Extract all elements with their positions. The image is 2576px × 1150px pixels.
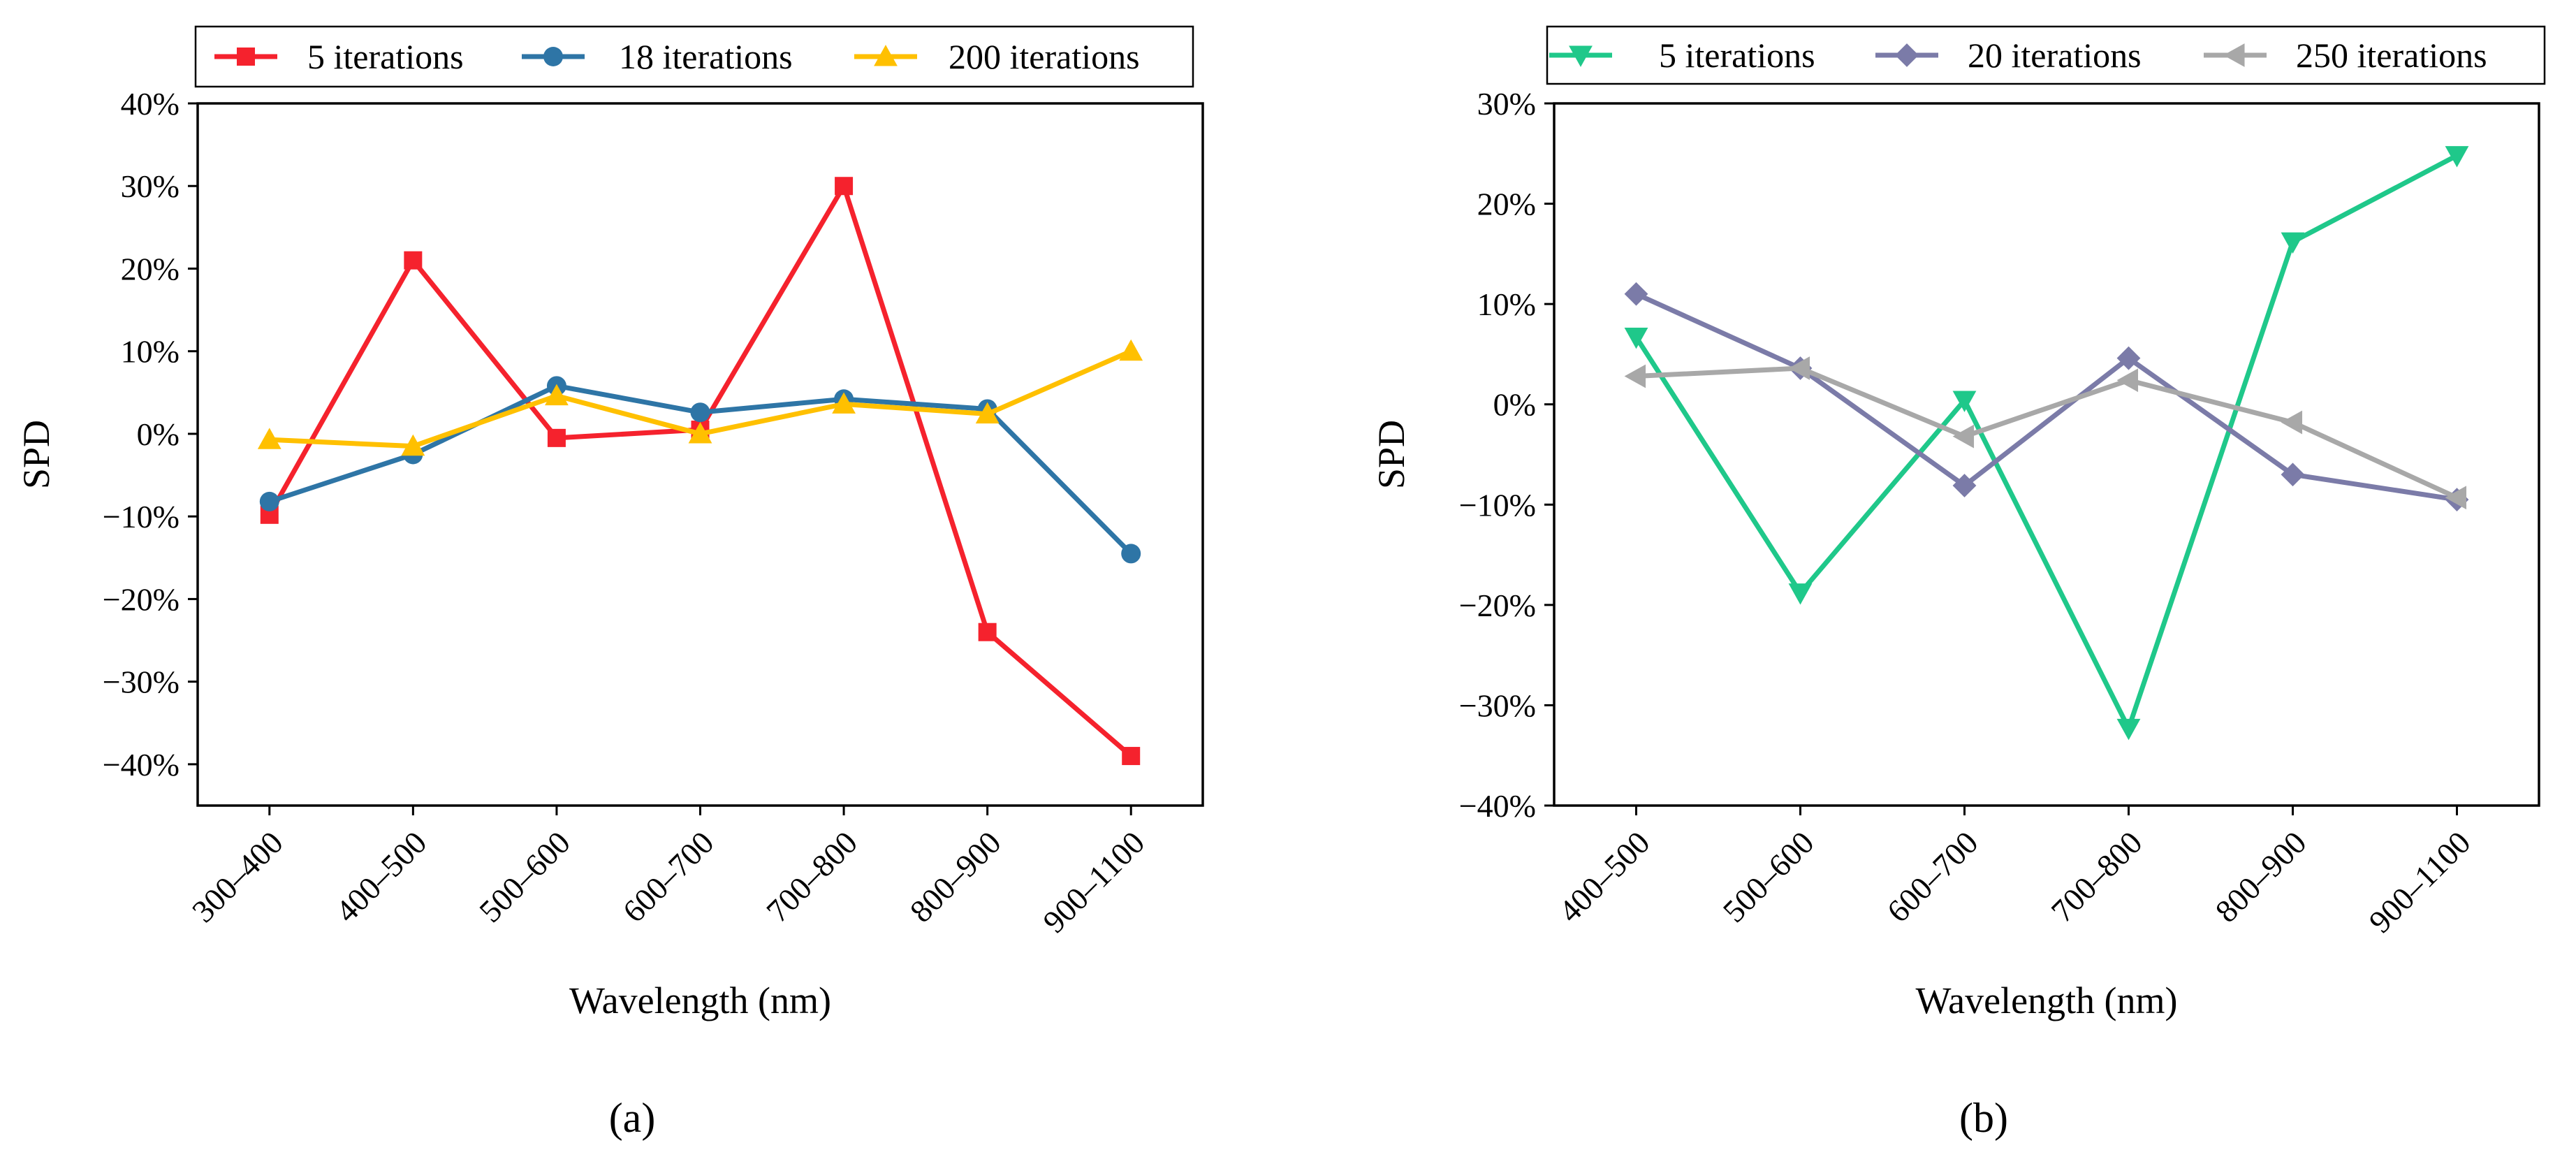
data-point	[2445, 146, 2469, 168]
data-point	[259, 491, 279, 511]
y-tick-label: −10%	[1459, 487, 1536, 523]
x-axis-title: Wavelength (nm)	[1915, 980, 2177, 1021]
series-5-iterations	[260, 177, 1141, 766]
data-point	[1121, 544, 1141, 564]
data-point	[257, 428, 281, 449]
legend-box	[194, 25, 1194, 88]
x-tick-label: 400–500	[329, 824, 434, 929]
legend: 5 iterations 20 iterations 250 iterations	[1546, 25, 2546, 85]
y-tick-label: 10%	[121, 334, 180, 370]
y-tick-label: −20%	[103, 581, 180, 617]
legend-marker	[874, 45, 898, 66]
panel-label: (a)	[609, 1095, 656, 1141]
y-tick-label: −30%	[103, 664, 180, 700]
legend-marker	[237, 48, 255, 66]
data-point	[1952, 474, 1977, 497]
data-point	[545, 384, 569, 406]
y-tick-label: 0%	[137, 416, 180, 452]
data-point	[404, 251, 423, 270]
y-tick-label: 30%	[121, 168, 180, 204]
x-tick-label: 900–1100	[1036, 824, 1151, 940]
legend-label: 5 iterations	[1659, 36, 1815, 75]
x-tick-label: 800–900	[2209, 824, 2313, 929]
data-point	[978, 623, 997, 641]
data-point	[1788, 356, 1810, 380]
data-point	[690, 402, 710, 423]
series-200-iterations	[257, 339, 1143, 456]
series-line	[267, 183, 1133, 758]
y-tick-label: 0%	[1493, 387, 1536, 423]
data-point	[2116, 718, 2141, 741]
chart-panel-b: −40% −30% −20% −10% 0% 10% 20% 30% 400–500 500–60…	[1370, 25, 2546, 1141]
x-tick-label: 400–500	[1552, 824, 1657, 929]
legend-label: 18 iterations	[619, 37, 793, 76]
series-line	[1634, 153, 2459, 731]
x-tick-label: 700–800	[2044, 824, 2149, 929]
data-point	[401, 434, 425, 456]
x-tick-label: 500–600	[472, 824, 577, 929]
y-tick-label: −10%	[103, 499, 180, 534]
x-tick-label: 700–800	[759, 824, 864, 929]
data-point	[1624, 328, 1648, 349]
legend-marker	[2223, 43, 2245, 67]
data-point	[2281, 232, 2305, 254]
plot-frame	[1553, 102, 2540, 807]
legend-label: 200 iterations	[949, 37, 1140, 76]
data-point	[2281, 410, 2303, 435]
data-point	[1119, 339, 1143, 361]
legend: 5 iterations 18 iterations 200 iterations	[194, 25, 1194, 88]
x-tick-label: 600–700	[616, 824, 721, 929]
x-tick-label: 900–1100	[2362, 824, 2478, 940]
series-5-iterations	[1624, 146, 2469, 741]
legend-box	[1546, 25, 2546, 85]
data-point	[1952, 391, 1977, 412]
y-tick-label: 10%	[1477, 286, 1536, 322]
y-axis-title: SPD	[1370, 420, 1412, 489]
x-tick-label: 500–600	[1716, 824, 1821, 929]
y-tick-label: −20%	[1459, 588, 1536, 623]
series-line	[1635, 291, 2458, 502]
x-tick-label: 600–700	[1880, 824, 1985, 929]
data-point	[2116, 368, 2139, 393]
plot-frame	[196, 102, 1204, 807]
y-tick-label: 40%	[121, 86, 180, 122]
y-tick-label: −40%	[1459, 788, 1536, 824]
legend-label: 250 iterations	[2296, 36, 2487, 75]
data-point	[688, 422, 712, 444]
y-tick-label: 30%	[1477, 86, 1536, 122]
panel-label: (b)	[1959, 1095, 2008, 1141]
legend-marker	[543, 47, 563, 66]
data-point	[547, 428, 566, 447]
data-point	[1952, 424, 1975, 449]
y-tick-label: 20%	[121, 251, 180, 286]
y-axis-title: SPD	[15, 420, 57, 489]
legend-label: 20 iterations	[1968, 36, 2142, 75]
y-tick-label: 20%	[1477, 187, 1536, 222]
x-tick-label: 300–400	[185, 824, 290, 929]
data-point	[1624, 282, 1648, 306]
data-point	[2445, 486, 2467, 510]
legend-marker	[1569, 45, 1593, 67]
x-axis-title: Wavelength (nm)	[569, 980, 831, 1021]
data-point	[1122, 747, 1141, 766]
data-point	[2281, 463, 2305, 487]
data-point	[2116, 346, 2141, 370]
data-point	[975, 402, 1000, 424]
data-point	[1624, 364, 1646, 388]
y-tick-label: −30%	[1459, 687, 1536, 723]
data-point	[835, 177, 854, 196]
legend-marker	[1895, 43, 1919, 67]
series-20-iterations	[1624, 282, 2469, 512]
series-line	[1636, 365, 2458, 500]
y-tick-label: −40%	[103, 747, 180, 783]
data-point	[832, 392, 856, 414]
chart-panel-a: −40% −30% −20% −10% 0% 10% 20% 30% 40% 300–400 400…	[15, 25, 1204, 1141]
legend-label: 5 iterations	[307, 37, 464, 76]
x-tick-label: 800–900	[903, 824, 1008, 929]
data-point	[1788, 583, 1813, 605]
series-250-iterations	[1624, 356, 2467, 510]
